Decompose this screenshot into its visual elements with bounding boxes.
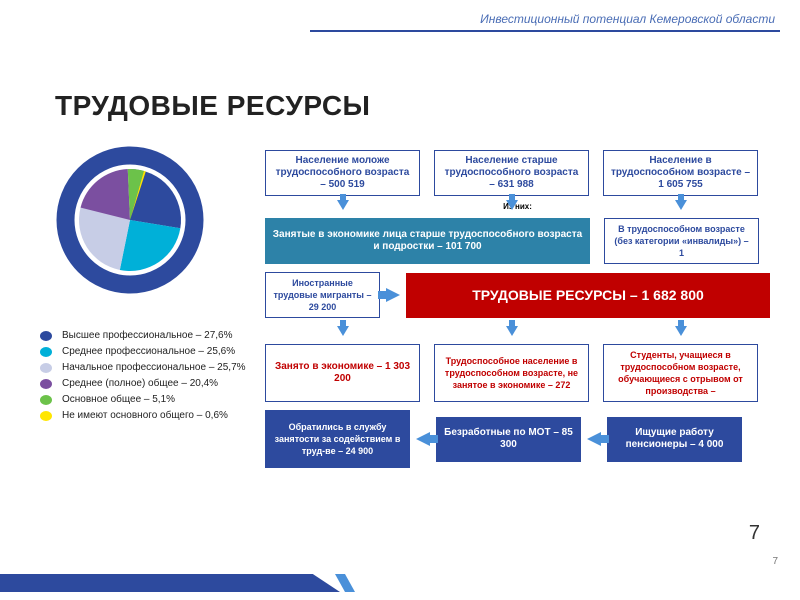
arrow-right-icon [386,288,400,302]
box-pop-younger: Население моложе трудоспособного возраст… [265,150,420,196]
box-jobseeking-pensioners: Ищущие работу пенсионеры – 4 000 [607,417,742,462]
legend-swatch [40,347,52,357]
footer-shape [0,574,340,592]
arrow-left-icon [587,432,601,446]
legend-swatch [40,411,52,421]
page-number: 7 [749,522,760,545]
legend-row: Среднее профессиональное – 25,6% [40,346,255,358]
box-not-employed: Трудоспособное население в трудоспособно… [434,344,589,402]
legend-row: Не имеют основного общего – 0,6% [40,410,255,422]
arrow-down-icon [506,200,518,210]
box-pop-older: Население старше трудоспособного возраст… [434,150,589,196]
box-employed-older-teens: Занятые в экономике лица старше трудоспо… [265,218,590,264]
pie-legend: Высшее профессиональное – 27,6% Среднее п… [40,330,255,426]
arrow-down-icon [337,200,349,210]
footer-shape-accent [335,574,355,592]
legend-swatch [40,379,52,389]
box-employment-service: Обратились в службу занятости за содейст… [265,410,410,468]
box-pop-working: Население в трудоспособном возрасте – 1 … [603,150,758,196]
legend-label: Не имеют основного общего – 0,6% [62,410,228,422]
header-rule [310,30,780,32]
header-subtitle: Инвестиционный потенциал Кемеровской обл… [480,12,775,26]
box-students: Студенты, учащиеся в трудоспособном возр… [603,344,758,402]
legend-label: Высшее профессиональное – 27,6% [62,330,233,342]
arrow-down-icon [337,326,349,336]
legend-row: Среднее (полное) общее – 20,4% [40,378,255,390]
legend-swatch [40,363,52,373]
legend-swatch [40,395,52,405]
arrow-down-icon [675,326,687,336]
box-unemployed-ilo: Безработные по МОТ – 85 300 [436,417,581,462]
box-labour-resources-total: ТРУДОВЫЕ РЕСУРСЫ – 1 682 800 [406,273,770,318]
pie-chart [55,145,205,295]
arrow-down-icon [675,200,687,210]
legend-label: Среднее профессиональное – 25,6% [62,346,235,358]
box-foreign-migrants: Иностранные трудовые мигранты – 29 200 [265,272,380,318]
legend-label: Среднее (полное) общее – 20,4% [62,378,218,390]
arrow-left-icon [416,432,430,446]
page-number-footer: 7 [772,556,778,567]
flowchart: Население моложе трудоспособного возраст… [265,150,770,476]
box-employed-economy: Занято в экономике – 1 303 200 [265,344,420,402]
legend-row: Основное общее – 5,1% [40,394,255,406]
legend-label: Начальное профессиональное – 25,7% [62,362,246,374]
arrow-down-icon [506,326,518,336]
legend-row: Начальное профессиональное – 25,7% [40,362,255,374]
box-working-no-disabled: В трудоспособном возрасте (без категории… [604,218,759,264]
legend-row: Высшее профессиональное – 27,6% [40,330,255,342]
legend-label: Основное общее – 5,1% [62,394,175,406]
page-title: ТРУДОВЫЕ РЕСУРСЫ [55,90,370,122]
legend-swatch [40,331,52,341]
